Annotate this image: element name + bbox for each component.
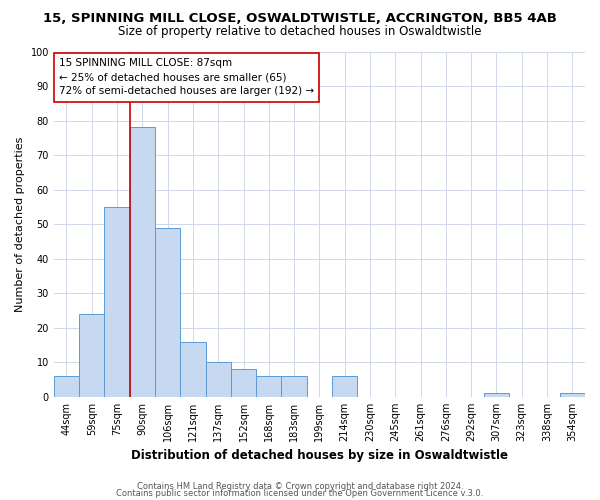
Text: 15, SPINNING MILL CLOSE, OSWALDTWISTLE, ACCRINGTON, BB5 4AB: 15, SPINNING MILL CLOSE, OSWALDTWISTLE, …: [43, 12, 557, 26]
Bar: [155, 228, 180, 397]
Bar: [484, 394, 509, 397]
Text: Contains public sector information licensed under the Open Government Licence v.: Contains public sector information licen…: [116, 488, 484, 498]
Bar: [54, 376, 79, 397]
Bar: [231, 370, 256, 397]
Bar: [256, 376, 281, 397]
Bar: [104, 207, 130, 397]
Bar: [281, 376, 307, 397]
Text: 15 SPINNING MILL CLOSE: 87sqm
← 25% of detached houses are smaller (65)
72% of s: 15 SPINNING MILL CLOSE: 87sqm ← 25% of d…: [59, 58, 314, 96]
Text: Size of property relative to detached houses in Oswaldtwistle: Size of property relative to detached ho…: [118, 25, 482, 38]
Bar: [332, 376, 358, 397]
X-axis label: Distribution of detached houses by size in Oswaldtwistle: Distribution of detached houses by size …: [131, 450, 508, 462]
Y-axis label: Number of detached properties: Number of detached properties: [15, 136, 25, 312]
Bar: [560, 394, 585, 397]
Text: Contains HM Land Registry data © Crown copyright and database right 2024.: Contains HM Land Registry data © Crown c…: [137, 482, 463, 491]
Bar: [130, 128, 155, 397]
Bar: [206, 362, 231, 397]
Bar: [180, 342, 206, 397]
Bar: [79, 314, 104, 397]
